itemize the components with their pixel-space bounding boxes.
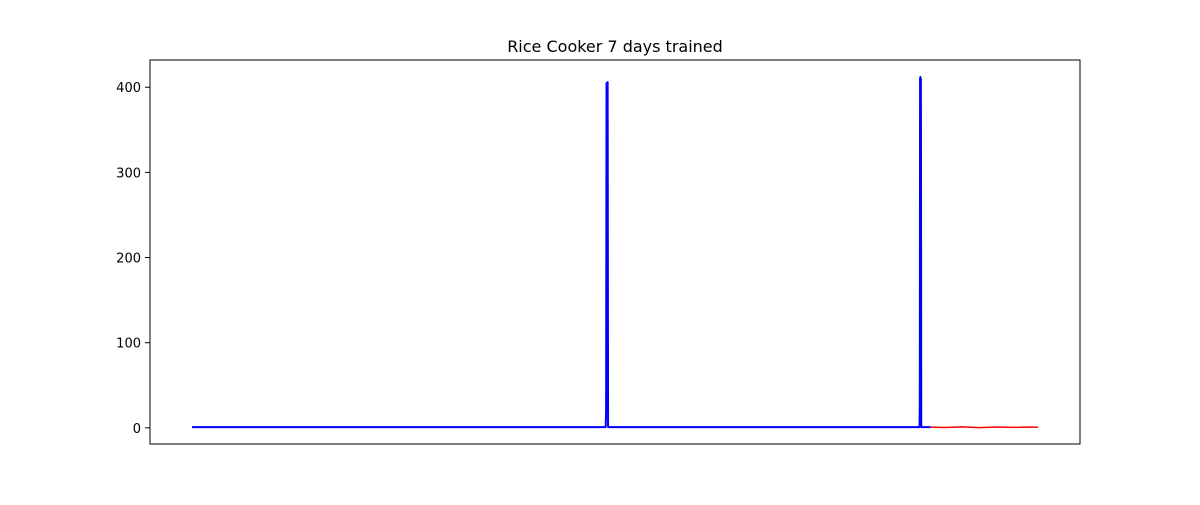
plot-area xyxy=(192,76,1039,429)
y-tick-label: 100 xyxy=(116,337,141,352)
chart-title: Rice Cooker 7 days trained xyxy=(507,37,723,56)
y-axis: 0 100 200 300 400 xyxy=(116,81,150,437)
series-line-1 xyxy=(192,76,931,429)
y-tick-label: 300 xyxy=(116,166,141,181)
y-tick-label: 0 xyxy=(133,422,141,437)
y-tick-label: 400 xyxy=(116,81,141,96)
axes-frame xyxy=(149,59,1081,445)
series-line-2 xyxy=(930,426,1039,429)
y-tick-label: 200 xyxy=(116,252,141,267)
